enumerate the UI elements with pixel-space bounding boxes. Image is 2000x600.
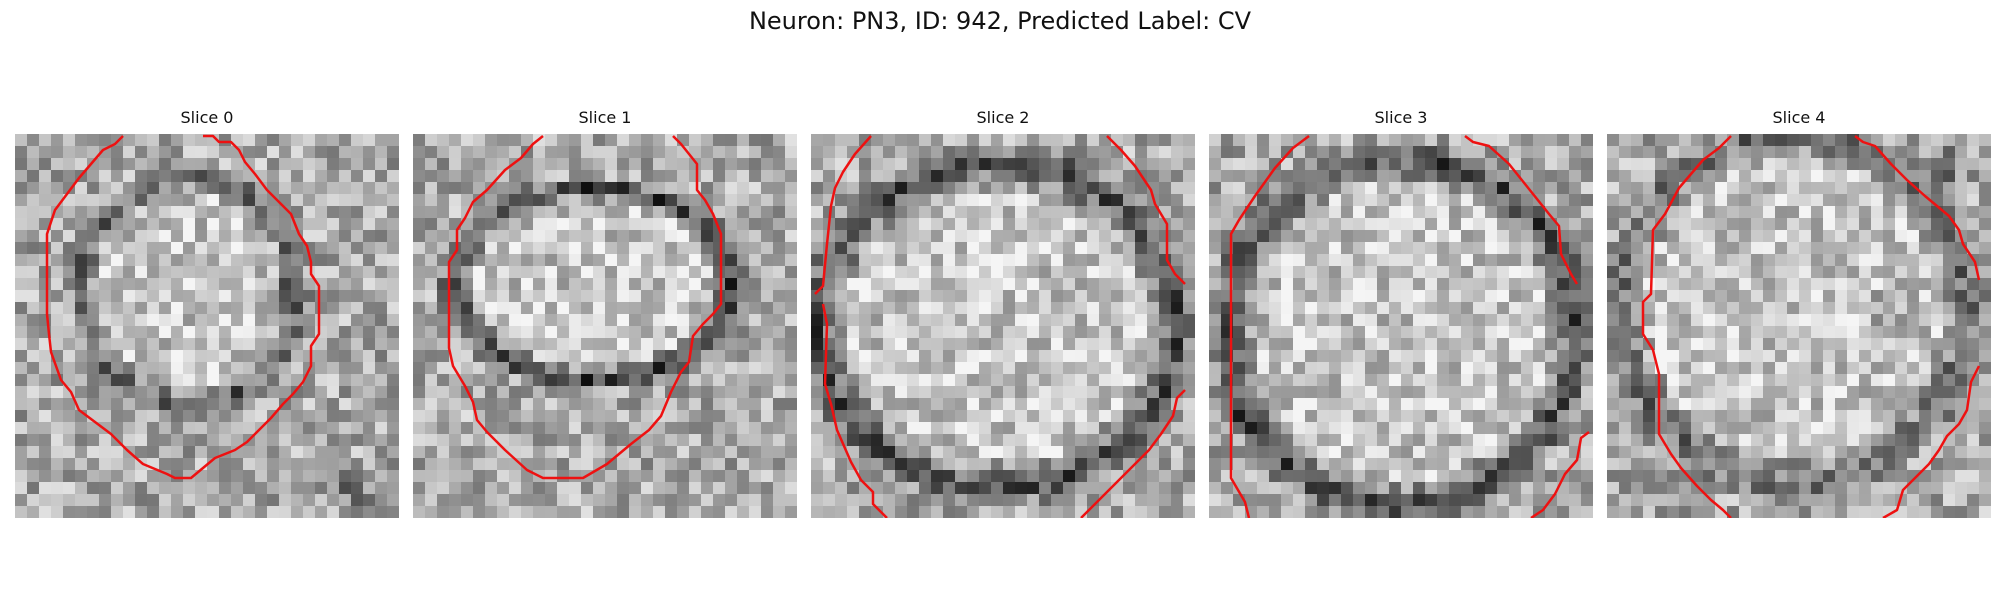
- contour-segment: [45, 134, 321, 480]
- slice-image: [1209, 134, 1593, 518]
- contour-segment: [1229, 135, 1310, 518]
- slice-panel-2: Slice 2: [811, 108, 1195, 518]
- contour-segment: [821, 303, 888, 518]
- contour-segment: [447, 135, 723, 480]
- segmentation-contour: [45, 134, 321, 480]
- slice-title: Slice 1: [578, 108, 632, 127]
- contour-segment: [1464, 135, 1579, 285]
- slice-image: [413, 134, 797, 518]
- segmentation-contour: [1641, 135, 1981, 518]
- slice-image: [811, 134, 1195, 518]
- contour-segment: [1854, 135, 1981, 281]
- segmentation-contour: [447, 135, 723, 480]
- slice-title: Slice 4: [1772, 108, 1826, 127]
- slice-panel-4: Slice 4: [1607, 108, 1991, 518]
- em-grayscale-image: [15, 134, 399, 518]
- contour-segment: [1641, 135, 1732, 518]
- segmentation-contour: [1229, 135, 1590, 518]
- slice-panel-3: Slice 3: [1209, 108, 1593, 518]
- slice-title: Slice 3: [1374, 108, 1428, 127]
- em-grayscale-image: [1209, 134, 1593, 518]
- em-grayscale-image: [811, 134, 1195, 518]
- contour-segment: [814, 135, 872, 295]
- segmentation-contour: [814, 135, 1186, 518]
- slice-title: Slice 2: [976, 108, 1030, 127]
- contour-segment: [1080, 389, 1186, 518]
- slice-image: [1607, 134, 1991, 518]
- slice-image: [15, 134, 399, 518]
- figure-title: Neuron: PN3, ID: 942, Predicted Label: C…: [748, 7, 1252, 35]
- contour-segment: [1882, 365, 1981, 518]
- slice-title: Slice 0: [180, 108, 234, 127]
- contour-segment: [1106, 135, 1186, 285]
- contour-segment: [1530, 431, 1590, 518]
- slice-panel-1: Slice 1: [413, 108, 797, 518]
- slice-panel-0: Slice 0: [15, 108, 399, 518]
